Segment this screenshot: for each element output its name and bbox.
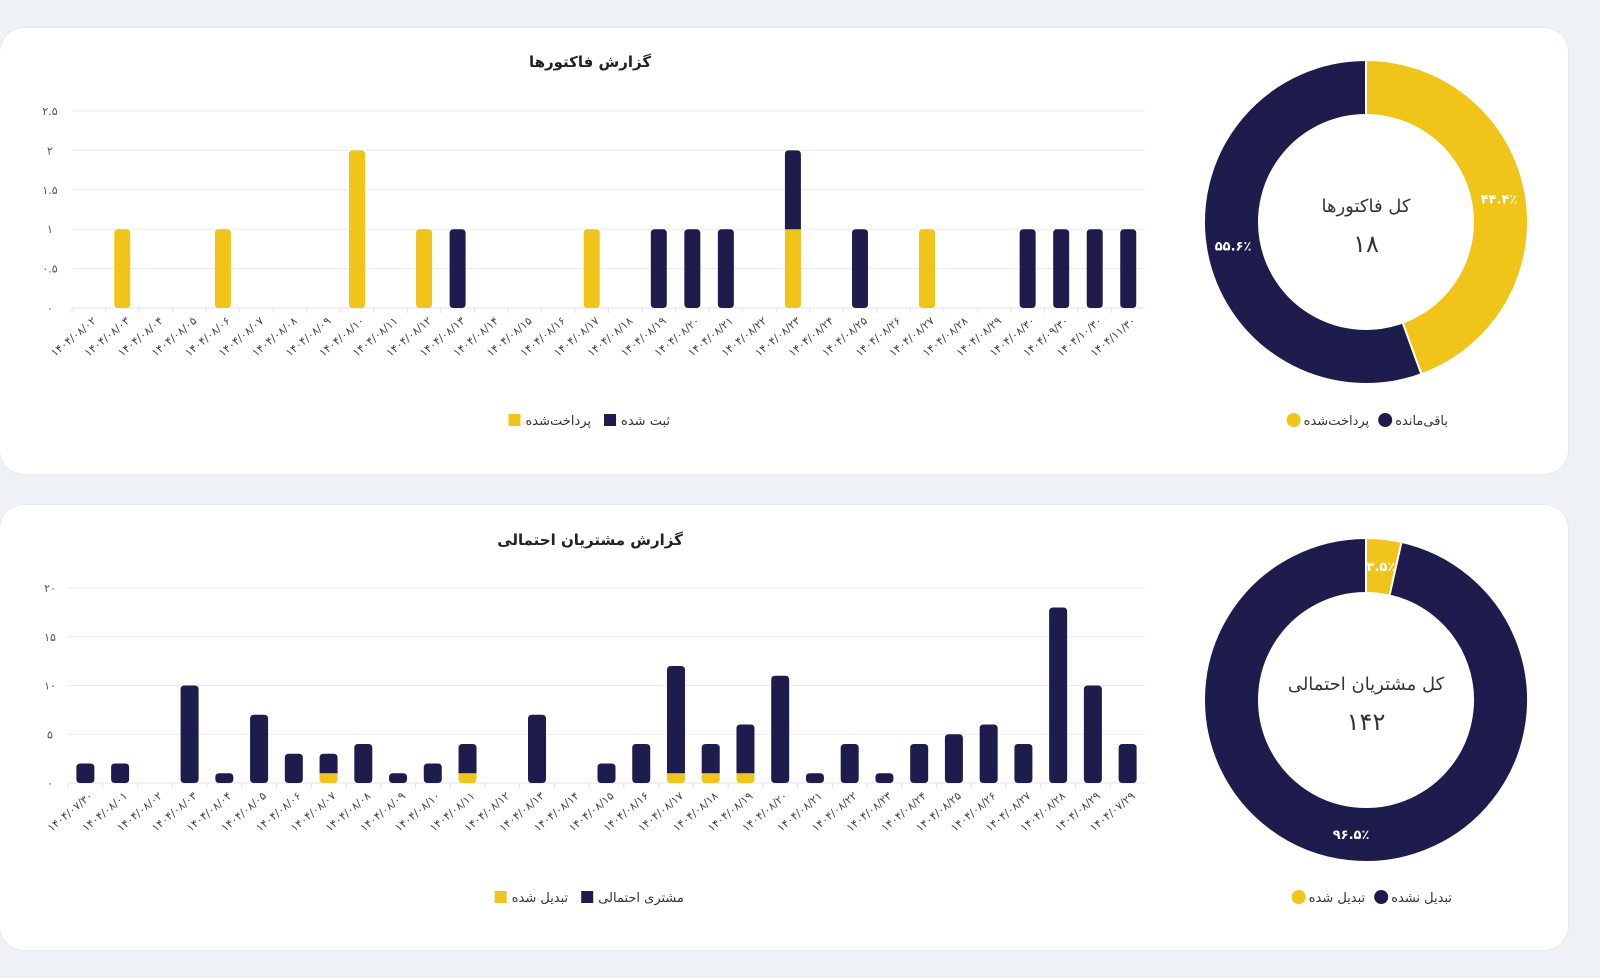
- invoices-report-card: گزارش فاکتورها ۰ ۰.۵ ۱ ۱.۵ ۲ ۲.۵ ۱۴۰۴/۰۸/۰۲ ۱۴۰۴…: [0, 28, 1568, 474]
- leads-report-charts: گزارش مشتریان احتمالی۰۵۱۰۱۵۲۰۱۴۰۴/۰۷/۳۰۱…: [44, 531, 1529, 906]
- bar-segment: [284, 753, 303, 783]
- legend-label: مشتری احتمالی: [598, 891, 684, 906]
- bar-segment: [1014, 744, 1033, 783]
- bar-segment: [319, 753, 338, 774]
- bar-segment: [528, 714, 547, 783]
- legend-dot: [1378, 413, 1393, 427]
- bar-segment: [449, 229, 466, 308]
- bar-segment: [180, 685, 199, 783]
- bar-segment: [944, 734, 963, 783]
- legend-swatch: [581, 891, 594, 903]
- bar-segment: [650, 229, 667, 308]
- bar-segment: [114, 229, 131, 308]
- legend-dot: [1291, 890, 1306, 904]
- bar-segment: [458, 773, 477, 783]
- bar-segment: [736, 773, 755, 783]
- y-tick-label: ۰: [47, 777, 53, 790]
- legend-label: ثبت شده: [621, 414, 670, 429]
- donut-center-title: کل مشتریان احتمالی: [1288, 674, 1445, 695]
- bar-segment: [458, 744, 477, 774]
- bar-segment: [583, 229, 600, 308]
- bar-segment: [215, 773, 234, 783]
- bar-segment: [416, 229, 433, 308]
- donut-slice: [1365, 58, 1529, 376]
- legend-label: باقی‌مانده: [1395, 414, 1448, 429]
- legend-swatch: [604, 414, 617, 426]
- bar-segment: [1118, 744, 1137, 783]
- bar-segment: [1086, 229, 1103, 308]
- slice-percent-label: ۹۶.۵٪: [1333, 828, 1370, 843]
- legend-swatch: [494, 891, 507, 903]
- bar-segment: [632, 744, 651, 783]
- legend-label: تبدیل شده: [512, 891, 569, 906]
- bar-segment: [875, 773, 894, 783]
- bar-segment: [684, 229, 701, 308]
- bar-segment: [701, 773, 720, 783]
- bar-segment: [784, 229, 801, 308]
- bar-segment: [250, 714, 269, 783]
- bar-segment: [771, 675, 790, 783]
- legend-dot: [1286, 413, 1301, 427]
- chart-title: گزارش فاکتورها: [529, 53, 651, 71]
- leads-report-card: گزارش مشتریان احتمالی ۰ ۵ ۱۰ ۱۵ ۲۰ ۱۴۰۴/۰۷/۳۰ ۱…: [0, 505, 1568, 950]
- legend-label: تبدیل شده: [1309, 891, 1366, 906]
- y-tick-label: ۰: [47, 302, 53, 315]
- bar-segment: [717, 229, 734, 308]
- bar-segment: [319, 773, 338, 783]
- bar-segment: [389, 773, 408, 783]
- bar-segment: [851, 229, 868, 308]
- y-tick-label: ۰.۵: [42, 263, 57, 276]
- y-tick-label: ۱۰: [44, 680, 56, 693]
- bar-segment: [597, 763, 616, 783]
- bar-segment: [1049, 607, 1068, 783]
- y-tick-label: ۱.۵: [42, 184, 57, 197]
- bar-segment: [354, 744, 373, 783]
- donut-slice: [1203, 58, 1423, 385]
- bar-segment: [1120, 229, 1137, 308]
- bar-segment: [736, 724, 755, 774]
- legend-swatch: [508, 414, 521, 426]
- y-tick-label: ۱: [47, 223, 53, 236]
- y-tick-label: ۲.۵: [42, 105, 57, 118]
- y-tick-label: ۲: [47, 144, 53, 157]
- legend-label: پرداخت‌شده: [1304, 414, 1370, 429]
- donut-center-value: ۱۸: [1353, 230, 1379, 258]
- bar-segment: [805, 773, 824, 783]
- bar-segment: [1053, 229, 1070, 308]
- bar-segment: [666, 666, 685, 774]
- bar-segment: [111, 763, 130, 783]
- slice-percent-label: ۵۵.۶٪: [1215, 239, 1252, 254]
- bar-segment: [666, 773, 685, 783]
- donut-center-value: ۱۴۲: [1347, 708, 1386, 736]
- bar-segment: [76, 763, 95, 783]
- bar-segment: [784, 150, 801, 230]
- donut-center-title: کل فاکتورها: [1322, 196, 1411, 217]
- chart-title: گزارش مشتریان احتمالی: [497, 531, 683, 549]
- bar-segment: [214, 229, 231, 308]
- bar-segment: [701, 744, 720, 774]
- invoices-report-charts: گزارش فاکتورها۰۰.۵۱۱.۵۲۲.۵۱۴۰۴/۰۸/۰۲۱۴۰۴…: [42, 53, 1529, 429]
- bar-segment: [979, 724, 998, 783]
- legend-dot: [1374, 890, 1389, 904]
- bar-segment: [423, 763, 442, 783]
- bar-segment: [349, 150, 366, 308]
- bar-segment: [1019, 229, 1036, 308]
- slice-percent-label: ۴۴.۴٪: [1481, 193, 1518, 208]
- bar-segment: [1083, 685, 1102, 783]
- donut-slice: [1203, 536, 1529, 863]
- bar-segment: [919, 229, 936, 308]
- y-tick-label: ۵: [47, 728, 53, 741]
- bar-segment: [840, 744, 859, 783]
- y-tick-label: ۲۰: [44, 582, 56, 595]
- legend-label: تبدیل نشده: [1391, 891, 1452, 906]
- y-tick-label: ۱۵: [44, 631, 56, 644]
- bar-segment: [910, 744, 929, 783]
- legend-label: پرداخت‌شده: [526, 414, 592, 429]
- slice-percent-label: ۳.۵٪: [1367, 560, 1396, 575]
